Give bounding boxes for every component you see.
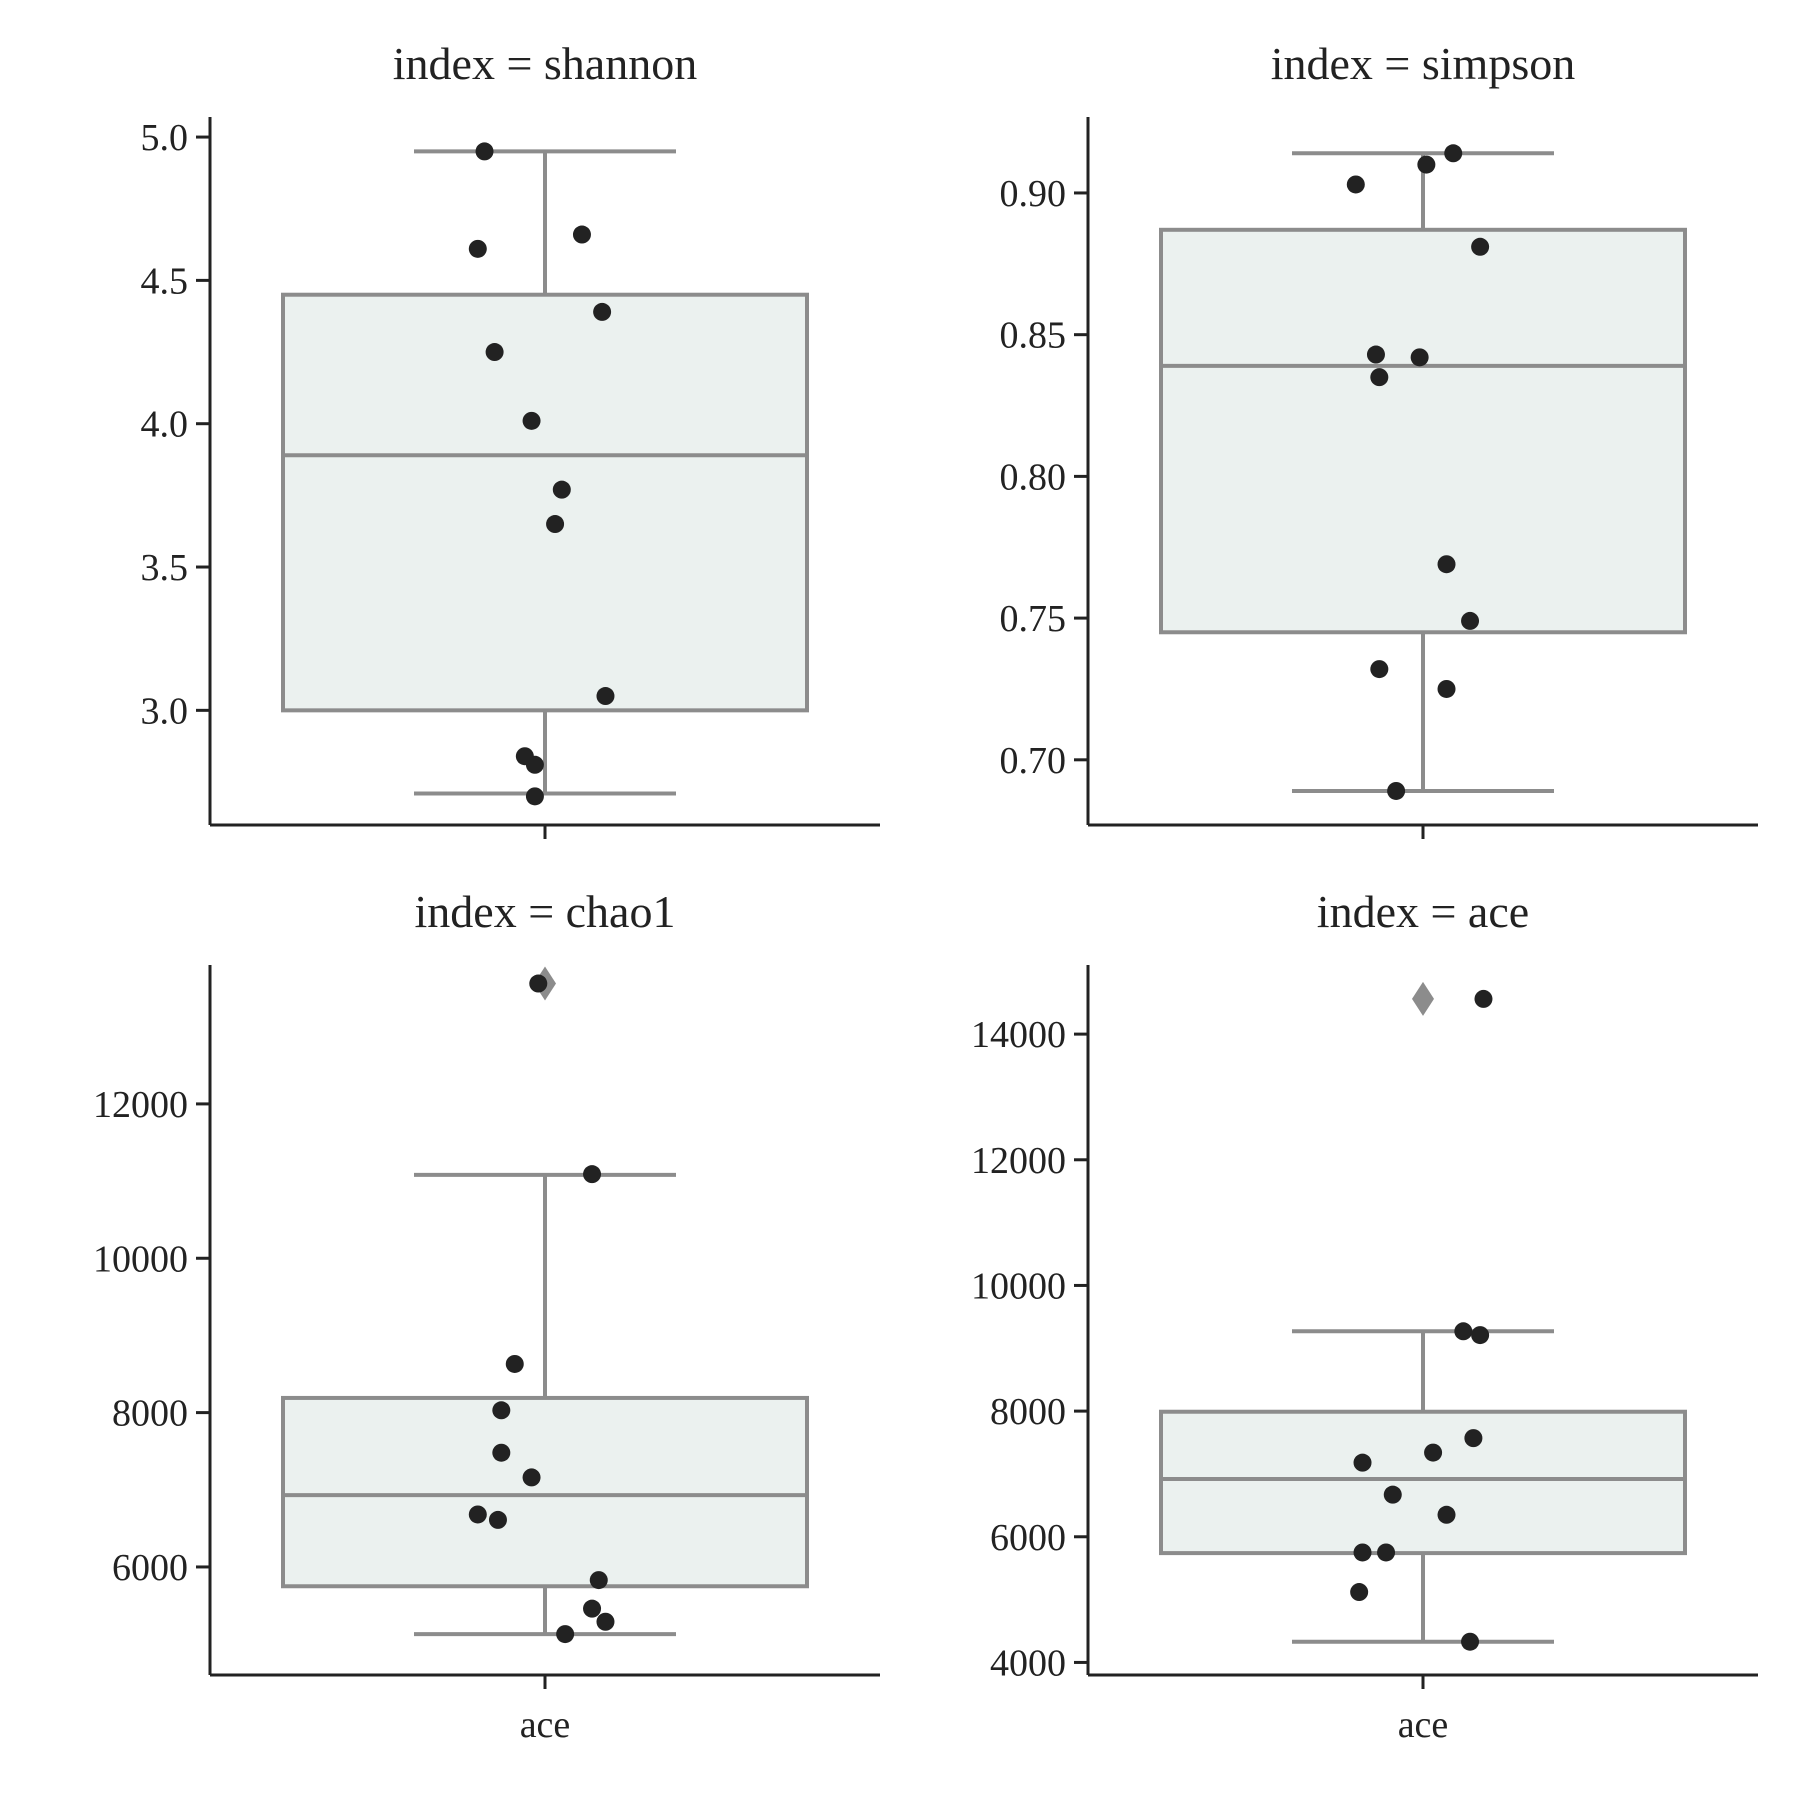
data-point [1366, 345, 1385, 364]
panel-title: index = simpson [1271, 38, 1576, 89]
outlier-marker [1412, 981, 1434, 1016]
panel-title: index = shannon [393, 38, 697, 89]
y-tick-label: 6000 [990, 1517, 1066, 1559]
facet-panel: index = simpson 0.70 0.75 0.80 0.85 0.90 [1000, 38, 1758, 839]
data-point [1346, 175, 1365, 194]
data-point [1437, 555, 1456, 574]
data-point [522, 1468, 541, 1487]
box-body [281, 1395, 809, 1589]
y-tick-label: 3.0 [141, 690, 189, 732]
facet-panel: index = shannon 3.0 3.5 4.0 4.5 5.0 [141, 38, 880, 839]
y-tick-label: 4.5 [141, 260, 189, 302]
data-point [1350, 1583, 1369, 1602]
data-point [1474, 989, 1493, 1008]
data-point [1387, 781, 1406, 800]
y-tick-label: 6000 [112, 1547, 188, 1589]
y-tick-label: 10000 [971, 1265, 1066, 1307]
facet-panel: index = ace 4000 6000 8000 10000 12000 14000 ac… [971, 886, 1758, 1746]
y-tick-label: 14000 [971, 1014, 1066, 1056]
box-body [281, 292, 809, 713]
facet-panel: index = chao1 6000 8000 10000 12000 ace [93, 886, 880, 1746]
data-point [529, 974, 548, 993]
data-point [525, 755, 544, 774]
x-tick-label: ace [1398, 1704, 1449, 1746]
data-point [475, 142, 494, 161]
data-point [1437, 679, 1456, 698]
data-point [468, 239, 487, 258]
y-tick-label: 8000 [990, 1391, 1066, 1433]
data-point [556, 1625, 575, 1644]
data-point [492, 1443, 511, 1462]
data-point [583, 1599, 602, 1618]
data-point [488, 1510, 507, 1529]
y-tick-label: 4000 [990, 1642, 1066, 1684]
data-point [552, 480, 571, 499]
data-point [1353, 1453, 1372, 1472]
data-point [1461, 611, 1480, 630]
data-point [596, 1612, 615, 1631]
data-point [572, 225, 591, 244]
data-point [1410, 348, 1429, 367]
data-point [1471, 237, 1490, 256]
data-point [589, 1571, 608, 1590]
y-tick-label: 0.75 [1000, 598, 1067, 640]
data-point [522, 411, 541, 430]
data-point [505, 1354, 524, 1373]
y-tick-label: 0.90 [1000, 173, 1067, 215]
y-tick-label: 0.70 [1000, 740, 1067, 782]
y-tick-label: 3.5 [141, 547, 189, 589]
box-body [1159, 1409, 1687, 1556]
data-point [525, 787, 544, 806]
data-point [468, 1505, 487, 1524]
data-point [1424, 1443, 1443, 1462]
y-tick-label: 4.0 [141, 404, 189, 446]
data-point [492, 1401, 511, 1420]
data-point [1377, 1543, 1396, 1562]
panel-title: index = chao1 [415, 886, 676, 937]
data-point [1383, 1485, 1402, 1504]
data-point [1464, 1429, 1483, 1448]
y-tick-label: 5.0 [141, 117, 189, 159]
data-point [1437, 1505, 1456, 1524]
data-point [1353, 1543, 1372, 1562]
y-tick-label: 0.85 [1000, 315, 1067, 357]
data-point [485, 343, 504, 362]
y-tick-label: 0.80 [1000, 456, 1067, 498]
y-tick-label: 10000 [93, 1238, 188, 1280]
y-tick-label: 8000 [112, 1393, 188, 1435]
data-point [1461, 1632, 1480, 1651]
data-point [1454, 1322, 1473, 1341]
data-point [583, 1165, 602, 1184]
data-point [1444, 144, 1463, 163]
data-point [1370, 368, 1389, 387]
data-point [1471, 1326, 1490, 1345]
box-body [1159, 227, 1687, 635]
y-tick-label: 12000 [93, 1084, 188, 1126]
y-tick-label: 12000 [971, 1140, 1066, 1182]
data-point [596, 687, 615, 706]
data-point [546, 515, 565, 534]
panel-title: index = ace [1317, 886, 1529, 937]
data-point [1417, 155, 1436, 174]
x-tick-label: ace [520, 1704, 571, 1746]
data-point [1370, 660, 1389, 679]
data-point [593, 302, 612, 321]
